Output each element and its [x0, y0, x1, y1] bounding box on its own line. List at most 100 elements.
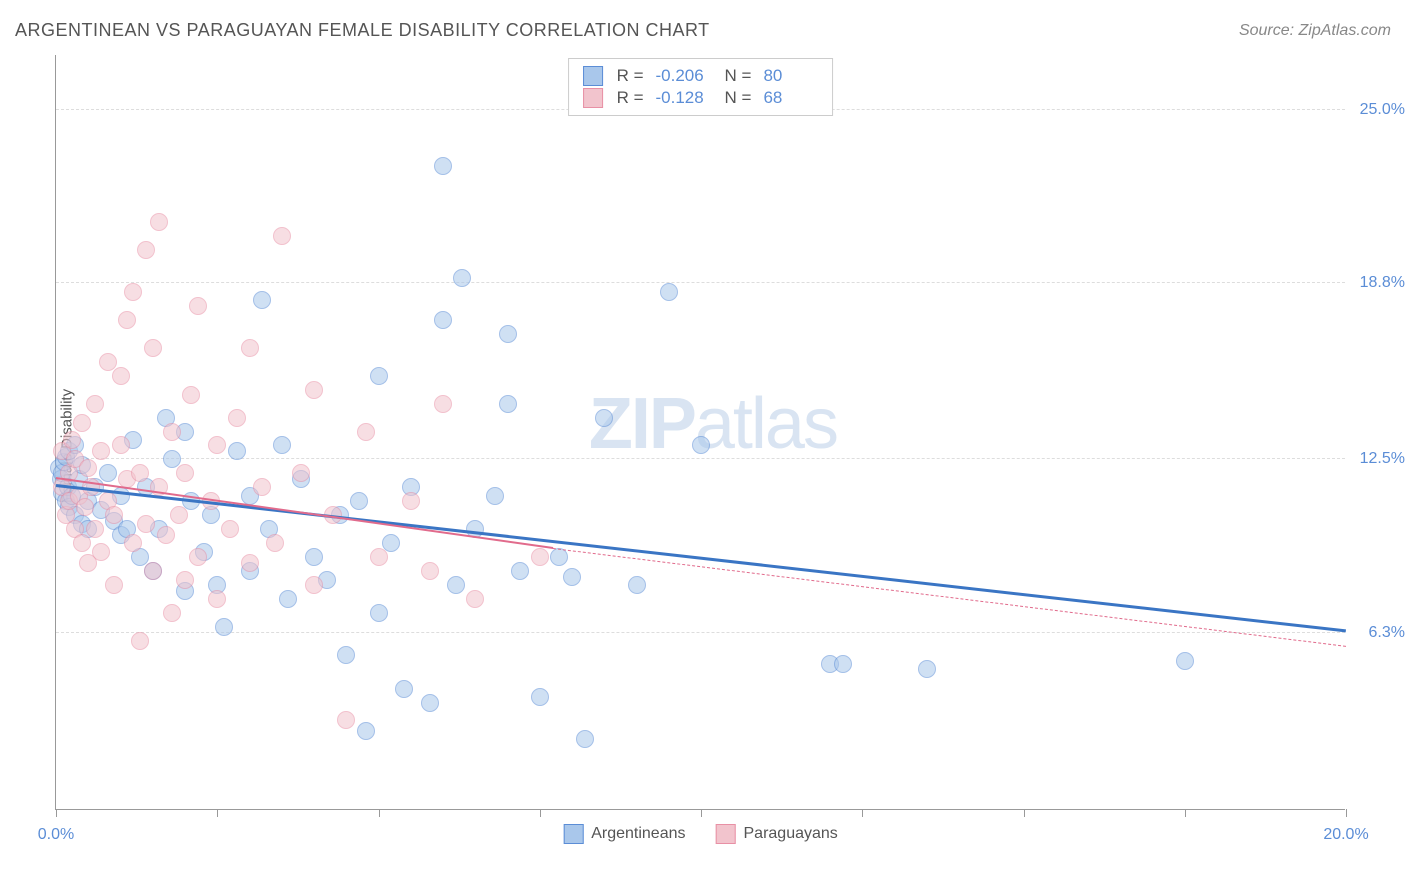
x-tick: [862, 809, 863, 817]
gridline: [56, 632, 1345, 633]
data-point: [382, 534, 400, 552]
data-point: [266, 534, 284, 552]
data-point: [189, 548, 207, 566]
data-point: [163, 423, 181, 441]
data-point: [357, 423, 375, 441]
data-point: [395, 680, 413, 698]
data-point: [118, 311, 136, 329]
data-point: [357, 722, 375, 740]
data-point: [76, 498, 94, 516]
data-point: [421, 694, 439, 712]
data-point: [150, 213, 168, 231]
stat-r-value: -0.206: [656, 66, 711, 86]
data-point: [337, 711, 355, 729]
data-point: [112, 436, 130, 454]
y-tick-label: 25.0%: [1360, 101, 1405, 119]
data-point: [208, 436, 226, 454]
data-point: [92, 543, 110, 561]
x-tick: [540, 809, 541, 817]
data-point: [131, 632, 149, 650]
stat-n-value: 68: [763, 88, 818, 108]
watermark: ZIPatlas: [589, 383, 837, 465]
stats-legend-row: R = -0.206 N = 80: [583, 65, 819, 87]
data-point: [73, 414, 91, 432]
data-point: [337, 646, 355, 664]
data-point: [215, 618, 233, 636]
data-point: [499, 325, 517, 343]
stats-legend-row: R = -0.128 N = 68: [583, 87, 819, 109]
data-point: [350, 492, 368, 510]
data-point: [918, 660, 936, 678]
data-point: [531, 688, 549, 706]
legend-swatch: [583, 88, 603, 108]
data-point: [137, 241, 155, 259]
data-point: [292, 464, 310, 482]
y-tick-label: 12.5%: [1360, 450, 1405, 468]
stat-r-value: -0.128: [656, 88, 711, 108]
data-point: [105, 506, 123, 524]
data-point: [576, 730, 594, 748]
data-point: [834, 655, 852, 673]
legend-swatch: [563, 824, 583, 844]
data-point: [99, 464, 117, 482]
data-point: [563, 568, 581, 586]
data-point: [79, 459, 97, 477]
stat-n-label: N =: [725, 66, 752, 86]
gridline: [56, 282, 1345, 283]
data-point: [144, 339, 162, 357]
data-point: [628, 576, 646, 594]
series-legend-label: Paraguayans: [744, 825, 838, 843]
data-point: [208, 590, 226, 608]
data-point: [112, 367, 130, 385]
data-point: [163, 604, 181, 622]
x-tick: [56, 809, 57, 817]
x-tick: [1346, 809, 1347, 817]
data-point: [273, 227, 291, 245]
data-point: [92, 442, 110, 460]
x-tick: [379, 809, 380, 817]
data-point: [370, 367, 388, 385]
data-point: [228, 442, 246, 460]
data-point: [124, 534, 142, 552]
data-point: [253, 291, 271, 309]
x-tick-label: 20.0%: [1323, 826, 1368, 844]
data-point: [486, 487, 504, 505]
chart-header: ARGENTINEAN VS PARAGUAYAN FEMALE DISABIL…: [15, 20, 1391, 41]
x-tick: [217, 809, 218, 817]
series-legend-label: Argentineans: [591, 825, 685, 843]
data-point: [86, 395, 104, 413]
data-point: [182, 386, 200, 404]
data-point: [124, 283, 142, 301]
stat-n-value: 80: [763, 66, 818, 86]
data-point: [1176, 652, 1194, 670]
data-point: [370, 548, 388, 566]
x-tick-label: 0.0%: [38, 826, 74, 844]
data-point: [453, 269, 471, 287]
data-point: [434, 395, 452, 413]
data-point: [531, 548, 549, 566]
stat-n-label: N =: [725, 88, 752, 108]
stat-r-label: R =: [617, 88, 644, 108]
data-point: [241, 339, 259, 357]
data-point: [550, 548, 568, 566]
series-legend-item: Paraguayans: [716, 824, 838, 844]
data-point: [305, 381, 323, 399]
x-tick: [1185, 809, 1186, 817]
series-legend-item: Argentineans: [563, 824, 685, 844]
data-point: [305, 576, 323, 594]
data-point: [466, 590, 484, 608]
data-point: [692, 436, 710, 454]
data-point: [273, 436, 291, 454]
series-legend: Argentineans Paraguayans: [563, 824, 838, 844]
data-point: [305, 548, 323, 566]
stat-r-label: R =: [617, 66, 644, 86]
legend-swatch: [716, 824, 736, 844]
data-point: [279, 590, 297, 608]
data-point: [176, 464, 194, 482]
data-point: [241, 554, 259, 572]
data-point: [253, 478, 271, 496]
data-point: [499, 395, 517, 413]
data-point: [228, 409, 246, 427]
data-point: [370, 604, 388, 622]
gridline: [56, 458, 1345, 459]
